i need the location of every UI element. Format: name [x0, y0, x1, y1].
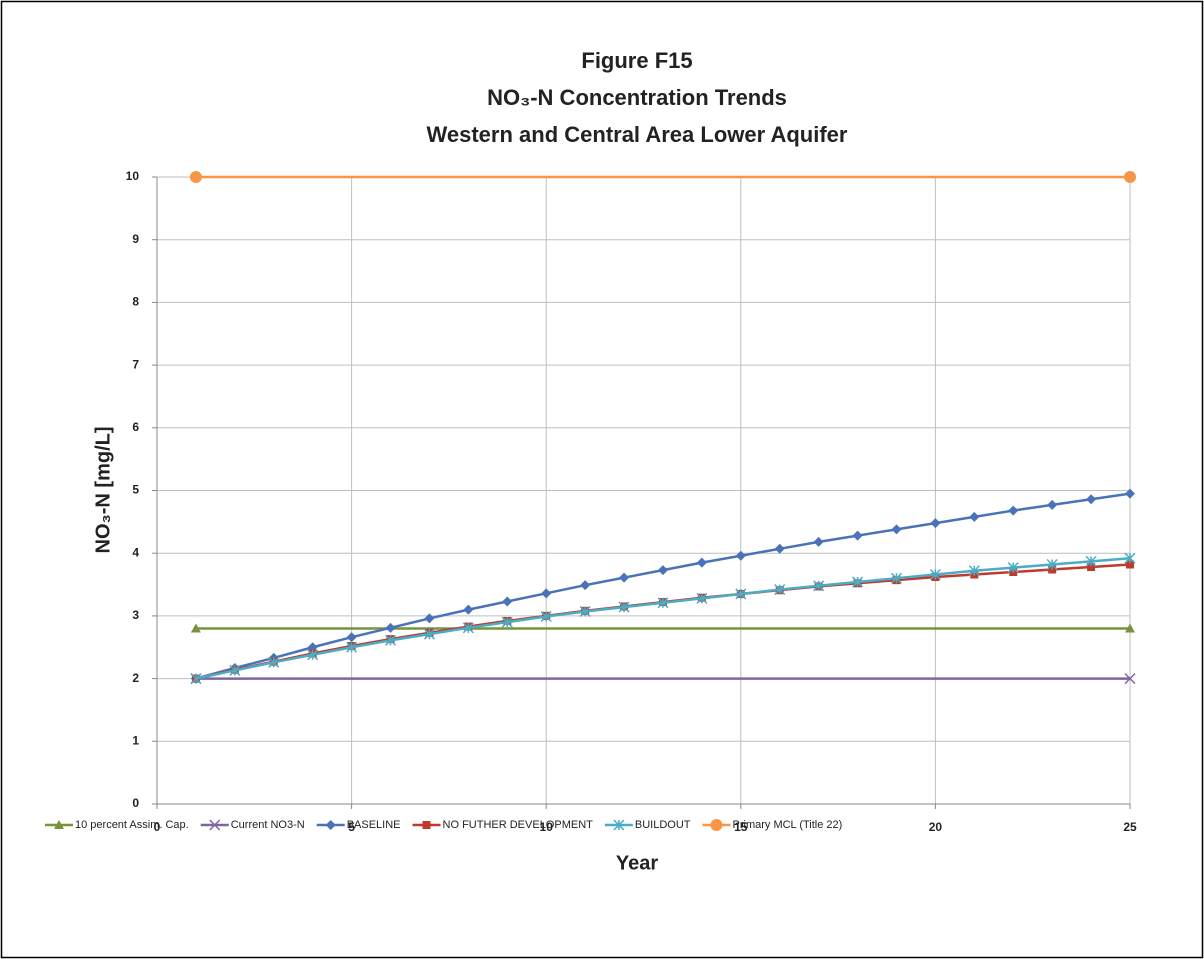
y-tick-label: 7 [132, 357, 139, 371]
legend-label: Primary MCL (Title 22) [733, 819, 843, 831]
legend-item: BASELINE [316, 819, 401, 831]
legend-marker [209, 819, 221, 831]
chart-title: NO₃-N Concentration Trends [487, 85, 787, 110]
marker [385, 622, 396, 633]
marker [1125, 488, 1135, 499]
marker [1085, 555, 1097, 567]
marker [969, 511, 980, 522]
marker [813, 536, 824, 547]
marker [501, 616, 513, 628]
marker [618, 601, 630, 613]
legend-item: 10 percent Assim. Cap. [45, 819, 189, 831]
marker [1125, 623, 1135, 633]
marker [189, 171, 202, 183]
x-tick-label: 15 [734, 820, 748, 834]
y-axis-label: NO₃-N [mg/L] [92, 426, 114, 553]
y-tick-label: 9 [132, 232, 139, 246]
marker [1124, 673, 1136, 685]
legend-label: Current NO3-N [231, 819, 305, 831]
legend-marker [613, 819, 625, 831]
marker [619, 572, 630, 583]
y-tick-label: 4 [132, 545, 139, 559]
marker [1126, 560, 1134, 569]
marker [1047, 499, 1058, 510]
marker [346, 632, 357, 643]
marker [541, 588, 552, 599]
marker [657, 597, 669, 609]
y-tick-label: 8 [132, 295, 139, 309]
marker [1048, 565, 1057, 574]
marker [735, 588, 747, 600]
x-tick-label: 25 [1123, 820, 1137, 834]
legend-marker [710, 819, 723, 831]
marker [502, 596, 513, 607]
legend-marker [325, 820, 336, 830]
marker [657, 565, 668, 576]
marker [1007, 562, 1019, 574]
marker [930, 518, 941, 529]
legend-item: NO FUTHER DEVELOPMENT [412, 819, 594, 831]
x-tick-label: 0 [154, 820, 161, 834]
x-tick-label: 10 [540, 820, 554, 834]
chart-title: Figure F15 [581, 48, 692, 73]
marker [774, 543, 785, 554]
marker [1124, 171, 1136, 183]
legend-marker [422, 821, 431, 829]
marker [463, 604, 474, 615]
x-tick-label: 5 [348, 820, 355, 834]
chart-title: Western and Central Area Lower Aquifer [427, 122, 848, 147]
marker [696, 592, 708, 604]
marker [929, 568, 941, 581]
marker [968, 565, 980, 577]
marker [890, 572, 903, 584]
legend-label: BUILDOUT [635, 819, 691, 831]
marker [346, 641, 358, 653]
marker [384, 634, 397, 646]
marker [190, 673, 202, 685]
legend-label: NO FUTHER DEVELOPMENT [443, 819, 594, 831]
marker [424, 613, 435, 624]
marker [229, 664, 241, 676]
marker [580, 580, 591, 591]
x-tick-label: 20 [929, 820, 943, 834]
marker [735, 550, 746, 561]
y-tick-label: 0 [132, 796, 139, 810]
marker [1008, 505, 1019, 516]
marker [852, 530, 863, 541]
x-axis-label: Year [616, 852, 658, 874]
y-tick-label: 6 [132, 420, 139, 434]
marker [1046, 558, 1058, 571]
legend-label: 10 percent Assim. Cap. [75, 819, 189, 831]
legend-item: Current NO3-N [200, 819, 305, 831]
legend-item: Primary MCL (Title 22) [702, 819, 843, 831]
y-tick-label: 10 [126, 169, 140, 183]
marker [813, 580, 825, 592]
y-tick-label: 3 [132, 608, 139, 622]
marker [774, 584, 786, 596]
y-tick-label: 1 [132, 733, 139, 747]
y-tick-label: 5 [132, 483, 139, 497]
marker [268, 656, 280, 668]
marker [462, 622, 474, 634]
legend-marker [54, 820, 64, 829]
y-tick-label: 2 [132, 671, 139, 685]
marker [1124, 552, 1136, 564]
marker [423, 628, 435, 640]
marker [307, 649, 319, 661]
marker [891, 524, 902, 535]
legend-item: BUILDOUT [604, 819, 691, 831]
marker [579, 605, 591, 618]
marker [696, 557, 707, 568]
marker [852, 576, 864, 588]
marker [1086, 494, 1097, 505]
legend-label: BASELINE [347, 819, 401, 831]
marker [540, 610, 552, 623]
marker [190, 623, 201, 633]
marker [1087, 562, 1096, 571]
